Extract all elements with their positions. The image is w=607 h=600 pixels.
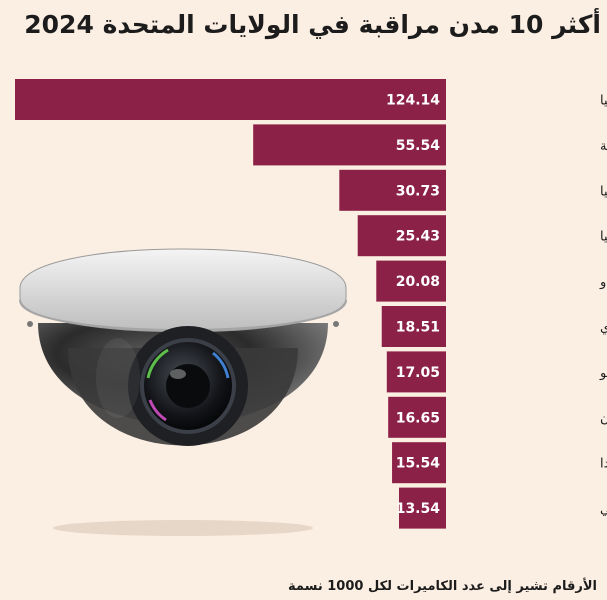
bar-value-label: 25.43 bbox=[396, 229, 440, 245]
bar-3 bbox=[339, 169, 446, 211]
bar-6 bbox=[381, 306, 446, 347]
bar-value-label: 16.65 bbox=[396, 410, 440, 426]
bar-5 bbox=[376, 260, 446, 302]
category-label: ممفيس، تينيسي bbox=[600, 502, 607, 517]
chart-title: أكثر 10 مدن مراقبة في الولايات المتحدة 2… bbox=[24, 10, 601, 39]
footnote: الأرقام تشير إلى عدد الكاميرات لكل 1000 … bbox=[288, 579, 597, 594]
category-label: فيلادلفيا، بنسلفانيا bbox=[600, 184, 607, 199]
category-label: شيكاغو، إلينوي bbox=[600, 321, 607, 336]
bar-value-label: 20.08 bbox=[396, 274, 440, 290]
bar-value-label: 55.54 bbox=[396, 138, 441, 154]
security-camera-illustration bbox=[19, 248, 347, 536]
category-label: ألبوكيرك، نيو مكسيكو bbox=[599, 364, 607, 381]
bar-2 bbox=[253, 124, 446, 166]
bar-10 bbox=[398, 487, 446, 529]
bar-value-label: 30.73 bbox=[396, 183, 440, 199]
category-label: واشنطن العاصمة bbox=[600, 139, 607, 154]
bar-4 bbox=[357, 215, 446, 257]
bar-7 bbox=[386, 351, 446, 393]
category-label: أتلانتا، جورجيا bbox=[600, 92, 607, 109]
bar-9 bbox=[392, 442, 446, 484]
category-label: سان فرانسيسكو، كاليفورنيا bbox=[600, 230, 607, 245]
bar-value-label: 18.51 bbox=[396, 320, 440, 336]
bar-8 bbox=[388, 396, 446, 438]
category-label: دنفر، كولورادو bbox=[599, 275, 607, 290]
bar-value-label: 124.14 bbox=[386, 93, 440, 109]
category-label: ديترويت، ميشيغان bbox=[600, 411, 607, 426]
category-label: لاس فيغاس، نيفادا bbox=[600, 457, 607, 472]
bar-1 bbox=[15, 79, 446, 120]
bar-value-label: 13.54 bbox=[396, 501, 441, 517]
bar-value-label: 15.54 bbox=[396, 456, 441, 472]
bar-value-label: 17.05 bbox=[396, 365, 440, 381]
